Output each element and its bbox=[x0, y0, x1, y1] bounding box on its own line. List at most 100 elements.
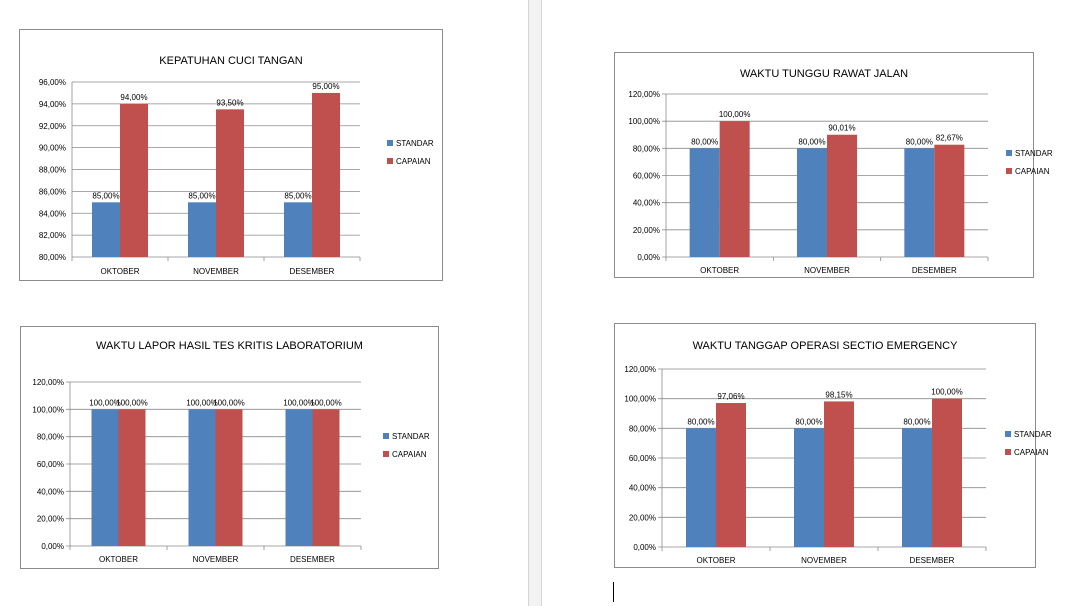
standar-data-label: 80,00% bbox=[903, 417, 930, 426]
standar-bar[interactable] bbox=[188, 202, 216, 257]
y-tick-label: 0,00% bbox=[41, 542, 64, 551]
chart-svg: WAKTU LAPOR HASIL TES KRITIS LABORATORIU… bbox=[32, 340, 430, 564]
capaian-data-label: 97,06% bbox=[717, 392, 744, 401]
legend-standar-swatch bbox=[387, 140, 393, 146]
chart-svg: KEPATUHAN CUCI TANGAN 80,00% 82,00% 84,00% 8… bbox=[39, 55, 434, 276]
standar-data-label: 80,00% bbox=[691, 137, 718, 146]
legend-standar-swatch bbox=[383, 433, 389, 439]
capaian-data-label: 100,00% bbox=[116, 398, 148, 407]
y-tick-label: 60,00% bbox=[629, 454, 656, 463]
chart-svg: WAKTU TUNGGU RAWAT JALAN 0,00% 20,00% 40,00… bbox=[628, 68, 1052, 275]
x-category-label: DESEMBER bbox=[290, 555, 335, 564]
standar-data-label: 100,00% bbox=[186, 398, 218, 407]
legend-standar-label: STANDAR bbox=[392, 432, 430, 441]
y-tick-label: 80,00% bbox=[629, 424, 656, 433]
x-category-label: NOVEMBER bbox=[193, 267, 239, 276]
y-tick-label: 40,00% bbox=[37, 487, 64, 496]
legend-capaian-swatch bbox=[1006, 168, 1012, 174]
standar-data-label: 80,00% bbox=[687, 417, 714, 426]
legend-capaian-label: CAPAIAN bbox=[1014, 448, 1049, 457]
y-tick-label: 84,00% bbox=[39, 209, 66, 218]
x-category-label: DESEMBER bbox=[910, 556, 955, 565]
x-category-label: OKTOBER bbox=[700, 266, 739, 275]
capaian-bar[interactable] bbox=[118, 409, 146, 546]
standar-bar[interactable] bbox=[797, 148, 827, 257]
chart-kepatuhan-cuci-tangan[interactable]: KEPATUHAN CUCI TANGAN 80,00% 82,00% 84,00% 8… bbox=[19, 29, 443, 281]
chart-title: WAKTU TANGGAP OPERASI SECTIO EMERGENCY bbox=[693, 340, 959, 352]
capaian-bar[interactable] bbox=[934, 144, 965, 257]
capaian-bar[interactable] bbox=[716, 403, 746, 547]
capaian-data-label: 93,50% bbox=[216, 98, 243, 107]
x-category-label: DESEMBER bbox=[290, 267, 335, 276]
y-tick-label: 80,00% bbox=[37, 433, 64, 442]
standar-bar[interactable] bbox=[188, 409, 216, 546]
chart-svg: WAKTU TANGGAP OPERASI SECTIO EMERGENCY 0,… bbox=[624, 340, 1051, 565]
capaian-bar[interactable] bbox=[216, 109, 244, 257]
y-tick-label: 82,00% bbox=[39, 231, 66, 240]
standar-bar[interactable] bbox=[92, 202, 120, 257]
y-tick-label: 40,00% bbox=[633, 199, 660, 208]
capaian-data-label: 95,00% bbox=[312, 82, 339, 91]
x-category-label: NOVEMBER bbox=[193, 555, 239, 564]
legend-capaian-swatch bbox=[383, 451, 389, 457]
x-category-label: NOVEMBER bbox=[801, 556, 847, 565]
legend-standar-label: STANDAR bbox=[396, 139, 434, 148]
standar-bar[interactable] bbox=[284, 202, 312, 257]
standar-bar[interactable] bbox=[904, 148, 935, 257]
legend-standar-swatch bbox=[1005, 431, 1011, 437]
y-tick-label: 20,00% bbox=[629, 513, 656, 522]
capaian-data-label: 94,00% bbox=[120, 93, 147, 102]
x-category-label: OKTOBER bbox=[99, 555, 138, 564]
legend-capaian-swatch bbox=[387, 158, 393, 164]
chart-waktu-lapor-hasil-tes-kritis[interactable]: WAKTU LAPOR HASIL TES KRITIS LABORATORIU… bbox=[20, 326, 439, 569]
capaian-data-label: 100,00% bbox=[931, 388, 963, 397]
y-tick-label: 88,00% bbox=[39, 166, 66, 175]
standar-bar[interactable] bbox=[902, 428, 932, 547]
capaian-bar[interactable] bbox=[719, 121, 750, 258]
x-category-label: OKTOBER bbox=[101, 267, 140, 276]
y-tick-label: 40,00% bbox=[629, 484, 656, 493]
capaian-bar[interactable] bbox=[215, 409, 243, 546]
y-tick-label: 20,00% bbox=[37, 515, 64, 524]
standar-bar[interactable] bbox=[794, 428, 824, 547]
legend-capaian-swatch bbox=[1005, 449, 1011, 455]
chart-waktu-tanggap-operasi-sectio[interactable]: WAKTU TANGGAP OPERASI SECTIO EMERGENCY 0,… bbox=[614, 323, 1052, 568]
chart-waktu-tunggu-rawat-jalan[interactable]: WAKTU TUNGGU RAWAT JALAN 0,00% 20,00% 40,00… bbox=[614, 52, 1053, 278]
capaian-data-label: 100,00% bbox=[310, 398, 342, 407]
legend-capaian-label: CAPAIAN bbox=[392, 450, 427, 459]
capaian-data-label: 90,01% bbox=[828, 124, 855, 133]
x-category-label: OKTOBER bbox=[697, 556, 736, 565]
y-tick-label: 60,00% bbox=[37, 460, 64, 469]
standar-bar[interactable] bbox=[686, 428, 716, 547]
capaian-bar[interactable] bbox=[120, 103, 148, 257]
standar-bar[interactable] bbox=[91, 409, 119, 546]
capaian-bar[interactable] bbox=[312, 92, 340, 257]
chart-title: WAKTU TUNGGU RAWAT JALAN bbox=[740, 68, 908, 80]
standar-data-label: 85,00% bbox=[188, 191, 215, 200]
y-tick-label: 0,00% bbox=[637, 253, 660, 262]
legend-standar-label: STANDAR bbox=[1014, 430, 1052, 439]
capaian-bar[interactable] bbox=[932, 398, 962, 547]
y-tick-label: 90,00% bbox=[39, 144, 66, 153]
y-tick-label: 120,00% bbox=[624, 365, 656, 374]
y-tick-label: 94,00% bbox=[39, 100, 66, 109]
capaian-bar[interactable] bbox=[824, 401, 854, 547]
legend-standar-label: STANDAR bbox=[1015, 149, 1053, 158]
standar-data-label: 80,00% bbox=[795, 417, 822, 426]
standar-data-label: 80,00% bbox=[906, 137, 933, 146]
y-tick-label: 120,00% bbox=[32, 378, 64, 387]
y-tick-label: 120,00% bbox=[628, 90, 660, 99]
standar-data-label: 100,00% bbox=[283, 398, 315, 407]
standar-bar[interactable] bbox=[285, 409, 313, 546]
standar-data-label: 100,00% bbox=[89, 398, 121, 407]
capaian-bar[interactable] bbox=[312, 409, 340, 546]
y-tick-label: 92,00% bbox=[39, 122, 66, 131]
capaian-bar[interactable] bbox=[827, 134, 857, 257]
standar-bar[interactable] bbox=[689, 148, 720, 257]
text-cursor bbox=[613, 582, 614, 602]
y-tick-label: 80,00% bbox=[39, 253, 66, 262]
capaian-data-label: 100,00% bbox=[213, 398, 245, 407]
standar-data-label: 80,00% bbox=[798, 137, 825, 146]
legend-capaian-label: CAPAIAN bbox=[1015, 167, 1050, 176]
chart-title: KEPATUHAN CUCI TANGAN bbox=[159, 55, 302, 67]
